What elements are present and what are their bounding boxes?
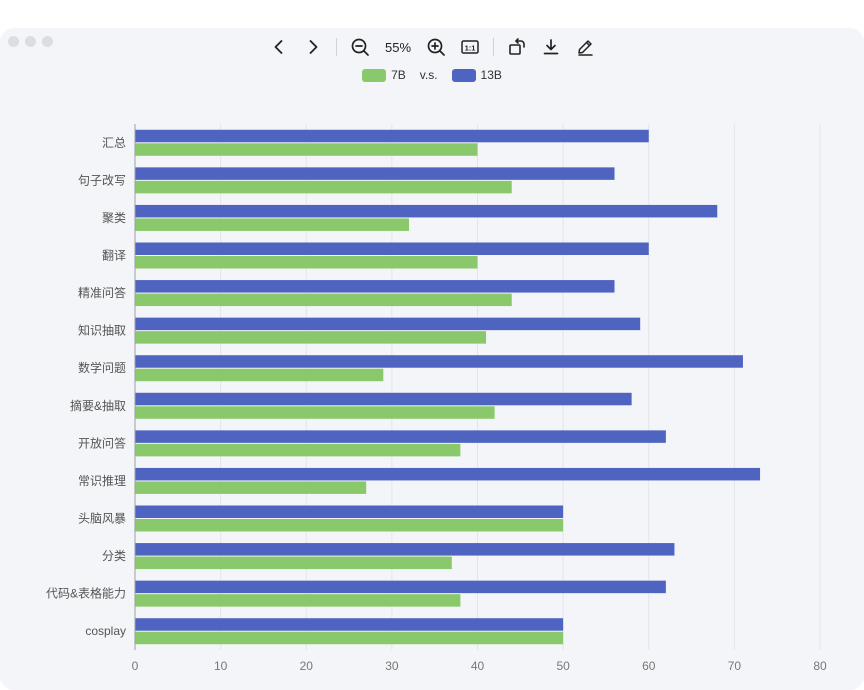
- bar-13b: [135, 129, 649, 143]
- download-icon: [543, 39, 559, 55]
- legend-label-7b: 7B: [391, 68, 406, 82]
- category-label: 汇总: [102, 136, 126, 150]
- x-tick-label: 10: [214, 659, 228, 673]
- legend-item-7b[interactable]: 7B: [362, 68, 406, 82]
- category-label: cosplay: [85, 624, 126, 638]
- window-controls: [8, 36, 53, 47]
- bar-7b: [135, 594, 461, 607]
- x-tick-label: 0: [132, 659, 139, 673]
- rotate-button[interactable]: [500, 34, 534, 60]
- legend-swatch-13b: [451, 68, 476, 82]
- category-label: 摘要&抽取: [70, 398, 126, 413]
- zoom-out-icon: [351, 38, 369, 56]
- bar-7b: [135, 368, 384, 382]
- bar-13b: [135, 618, 564, 631]
- zoom-out-button[interactable]: [343, 34, 377, 60]
- zoom-in-button[interactable]: [419, 34, 453, 60]
- category-label: 头脑风暴: [78, 512, 126, 526]
- bar-13b: [135, 505, 564, 518]
- category-label: 分类: [102, 549, 126, 563]
- bar-7b: [135, 519, 564, 532]
- actual-size-label: 1:1: [465, 43, 476, 52]
- x-tick-label: 20: [300, 659, 314, 673]
- bar-7b: [135, 180, 512, 194]
- bar-13b: [135, 317, 641, 331]
- bar-7b: [135, 481, 367, 494]
- bar-13b: [135, 242, 649, 255]
- category-label: 常识推理: [78, 474, 126, 488]
- bar-7b: [135, 293, 512, 307]
- zoom-level: 55%: [384, 39, 412, 55]
- chevron-right-icon: [309, 40, 318, 54]
- category-label: 数学问题: [78, 360, 126, 375]
- x-tick-label: 60: [642, 659, 656, 673]
- bar-13b: [135, 204, 718, 218]
- bar-7b: [135, 218, 409, 231]
- legend-separator: v.s.: [419, 68, 438, 82]
- bar-13b: [135, 467, 761, 481]
- next-button[interactable]: [296, 34, 330, 60]
- bar-7b: [135, 331, 487, 344]
- minimize-window-button[interactable]: [25, 36, 36, 47]
- bar-13b: [135, 580, 666, 594]
- bar-13b: [135, 430, 666, 443]
- edit-button[interactable]: [568, 34, 602, 60]
- category-label: 句子改写: [78, 173, 126, 187]
- toolbar: 55% 1:1: [0, 34, 864, 60]
- actual-size-icon: 1:1: [461, 40, 479, 54]
- category-label: 精准问答: [78, 285, 126, 300]
- bar-13b: [135, 392, 632, 406]
- bar-13b: [135, 355, 743, 368]
- maximize-window-button[interactable]: [42, 36, 53, 47]
- legend-swatch-7b: [362, 68, 387, 82]
- rotate-icon: [509, 38, 525, 55]
- bar-7b: [135, 406, 495, 419]
- x-tick-label: 40: [471, 659, 485, 673]
- bar-7b: [135, 256, 478, 269]
- x-tick-label: 80: [813, 659, 827, 673]
- x-tick-label: 30: [385, 659, 399, 673]
- zoom-in-icon: [427, 38, 445, 56]
- bar-13b: [135, 280, 615, 293]
- x-tick-label: 50: [556, 659, 570, 673]
- category-label: 翻译: [102, 249, 126, 263]
- toolbar-divider: [493, 38, 494, 56]
- bar-13b: [135, 167, 615, 180]
- x-tick-label: 70: [728, 659, 742, 673]
- category-label: 代码&表格能力: [46, 586, 126, 601]
- download-button[interactable]: [534, 34, 568, 60]
- category-label: 开放问答: [78, 435, 126, 450]
- category-label: 聚类: [102, 211, 126, 225]
- close-window-button[interactable]: [8, 36, 19, 47]
- toolbar-divider: [336, 38, 337, 56]
- bar-13b: [135, 543, 675, 556]
- category-label: 知识抽取: [78, 324, 126, 338]
- chevron-left-icon: [274, 40, 283, 54]
- previous-button[interactable]: [262, 34, 296, 60]
- bar-7b: [135, 443, 461, 457]
- bar-7b: [135, 143, 478, 156]
- chart-legend: 7B v.s. 13B: [0, 68, 864, 82]
- bar-7b: [135, 556, 452, 570]
- bar-7b: [135, 631, 564, 645]
- legend-label-13b: 13B: [480, 68, 502, 82]
- actual-size-button[interactable]: 1:1: [453, 34, 487, 60]
- legend-item-13b[interactable]: 13B: [451, 68, 502, 82]
- pencil-icon: [578, 40, 593, 56]
